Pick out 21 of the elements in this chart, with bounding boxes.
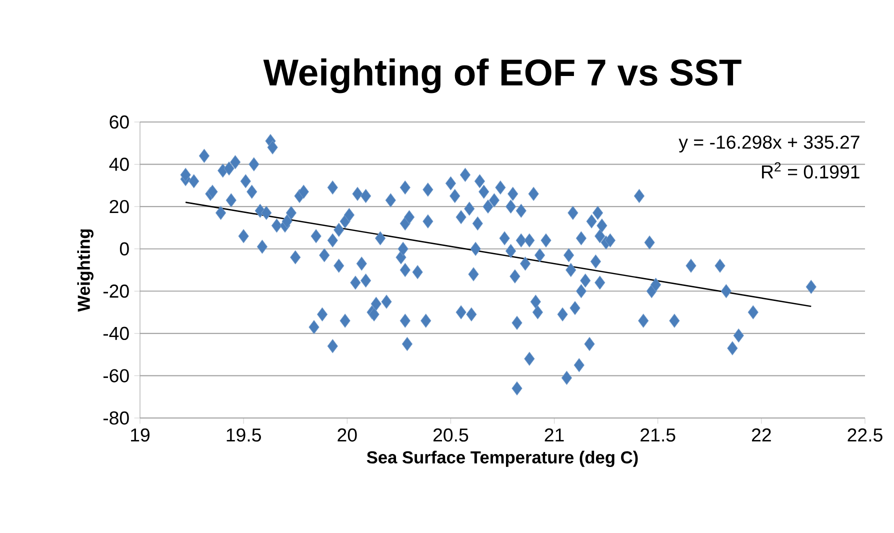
annotation: y = -16.298x + 335.27 bbox=[678, 136, 860, 152]
y-tick-label: -60 bbox=[103, 369, 129, 382]
y-tick-label: 60 bbox=[110, 115, 129, 129]
y-tick-label: -80 bbox=[103, 411, 129, 425]
y-tick-label: 40 bbox=[109, 158, 129, 171]
x-tick-label: 19 bbox=[131, 428, 150, 442]
y-tick-label: -20 bbox=[103, 284, 129, 298]
x-tick-label: 19.5 bbox=[226, 428, 261, 442]
y-tick-label: 20 bbox=[110, 200, 129, 214]
x-tick-label: 22 bbox=[752, 428, 771, 442]
y-axis-title: Weighting bbox=[77, 229, 94, 312]
y-tick-label: 0 bbox=[120, 242, 129, 256]
y-tick-label: -40 bbox=[103, 326, 129, 340]
x-tick-label: 22.5 bbox=[848, 428, 882, 442]
chart-title: Weighting of EOF 7 vs SST bbox=[263, 58, 742, 94]
x-axis-title: Sea Surface Temperature (deg C) bbox=[366, 450, 638, 468]
x-tick-label: 20.5 bbox=[433, 428, 468, 442]
x-tick-label: 21 bbox=[544, 428, 564, 442]
annotation: R$^{2}$ = 0.1991 bbox=[762, 162, 860, 179]
x-tick-label: 20 bbox=[338, 428, 357, 442]
x-tick-label: 21.5 bbox=[640, 428, 676, 442]
